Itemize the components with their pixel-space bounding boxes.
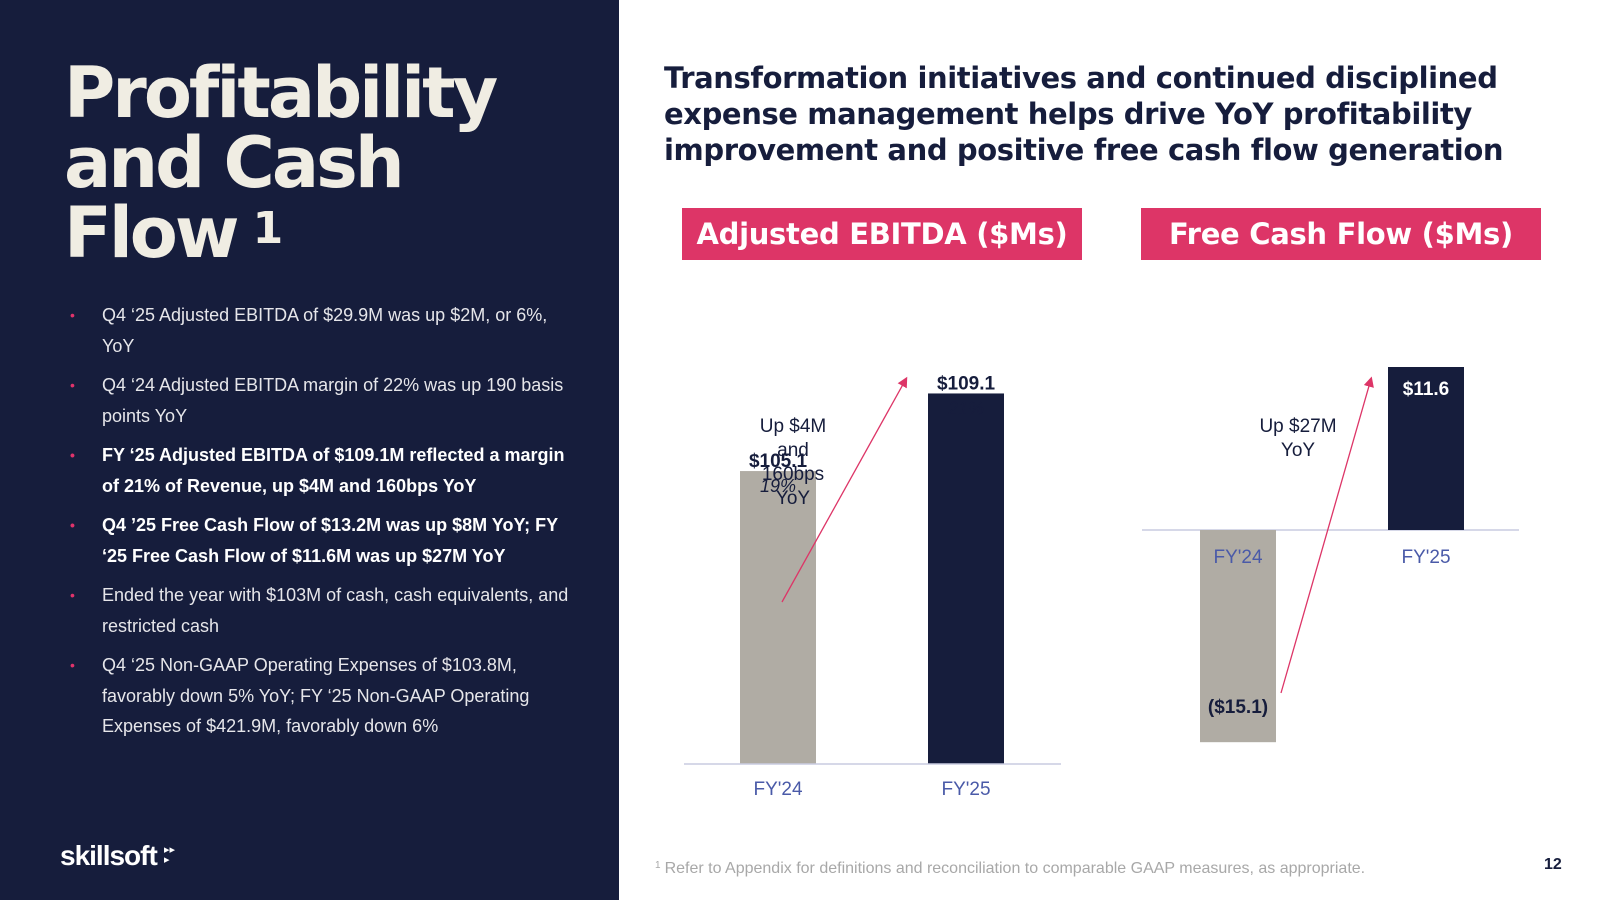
footnote-marker: 1 [655, 860, 661, 871]
ebitda-annotation-line: YoY [776, 488, 810, 509]
ebitda-annotation-line: 160bps [762, 464, 824, 485]
bullet-item: Q4 ’25 Free Cash Flow of $13.2M was up $… [70, 510, 570, 571]
ebitda-annotation-line: and [777, 440, 809, 461]
footnote: 1 Refer to Appendix for definitions and r… [655, 860, 1365, 878]
fcf-growth-arrow [1280, 376, 1374, 694]
title-line-2: and Cash [64, 122, 405, 204]
fcf-value-label: ($15.1) [1208, 697, 1268, 718]
skillsoft-logo: skillsoft [60, 840, 158, 871]
ebitda-category-label: FY'25 [941, 779, 990, 800]
fcf-chart-title: Free Cash Flow ($Ms) [1141, 208, 1541, 260]
fcf-bar-FY'25 [1388, 367, 1464, 530]
ebitda-margin-label: 21% [947, 398, 984, 418]
ebitda-bar-FY'25 [928, 393, 1004, 764]
ebitda-margin-label: 19% [760, 476, 796, 496]
headline: Transformation initiatives and continued… [664, 61, 1504, 167]
ebitda-chart-title: Adjusted EBITDA ($Ms) [682, 208, 1082, 260]
fcf-annotation-line: YoY [1281, 440, 1315, 461]
ebitda-value-label: $109.1 [937, 373, 996, 394]
page-number: 12 [1544, 856, 1562, 873]
ebitda-bar-FY'24 [740, 471, 816, 764]
bullet-item: Q4 ‘24 Adjusted EBITDA margin of 22% was… [70, 370, 570, 431]
footnote-text: Refer to Appendix for definitions and re… [664, 860, 1366, 877]
bullet-item: Q4 ‘25 Adjusted EBITDA of $29.9M was up … [70, 300, 570, 361]
bullet-list: Q4 ‘25 Adjusted EBITDA of $29.9M was up … [70, 300, 570, 751]
ebitda-growth-arrow [781, 376, 908, 603]
fcf-category-label: FY'24 [1213, 547, 1262, 568]
title-superscript: 1 [252, 203, 284, 254]
slide-title: Profitability and Cash Flow 1 [64, 58, 604, 268]
bullet-item: Ended the year with $103M of cash, cash … [70, 580, 570, 641]
fcf-value-label: $11.6 [1403, 379, 1450, 400]
ebitda-value-label: $105.1 [749, 451, 808, 472]
ebitda-category-label: FY'24 [753, 779, 802, 800]
ebitda-annotation-line: Up $4M [760, 416, 827, 437]
fcf-annotation-line: Up $27M [1259, 416, 1336, 437]
bullet-item: Q4 ‘25 Non-GAAP Operating Expenses of $1… [70, 650, 570, 742]
fcf-category-label: FY'25 [1401, 547, 1450, 568]
fcf-bar-FY'24 [1200, 530, 1276, 743]
title-line-3: Flow [64, 192, 240, 274]
bullet-item: FY ‘25 Adjusted EBITDA of $109.1M reflec… [70, 440, 570, 501]
title-line-1: Profitability [64, 52, 498, 134]
logo-arrows-icon: ▸▸ ▸ [164, 844, 176, 866]
